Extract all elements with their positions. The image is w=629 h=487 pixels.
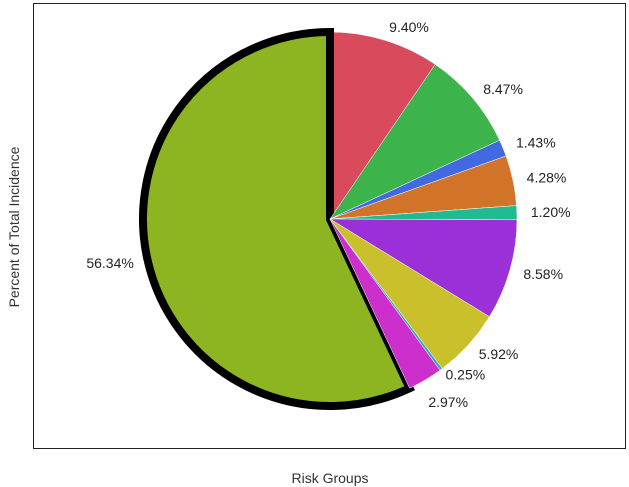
slice-label: 5.92% [479, 346, 519, 362]
slice-label: 1.20% [531, 204, 571, 220]
slice-label: 0.25% [445, 367, 485, 383]
slice-label: 1.43% [516, 135, 556, 151]
pie-slice[interactable] [329, 218, 441, 389]
slice-label: 9.40% [389, 19, 429, 35]
pie-slice[interactable] [329, 218, 518, 318]
pie-slice[interactable] [329, 64, 500, 220]
plot-frame [33, 3, 626, 449]
slice-label: 56.34% [86, 255, 133, 271]
slice-label: 2.97% [428, 394, 468, 410]
slice-label: 8.47% [483, 81, 523, 97]
x-axis-label: Risk Groups [291, 470, 369, 486]
slice-label: 4.28% [527, 170, 567, 186]
slice-label: 8.58% [523, 266, 563, 282]
pie-slice[interactable] [139, 27, 415, 410]
